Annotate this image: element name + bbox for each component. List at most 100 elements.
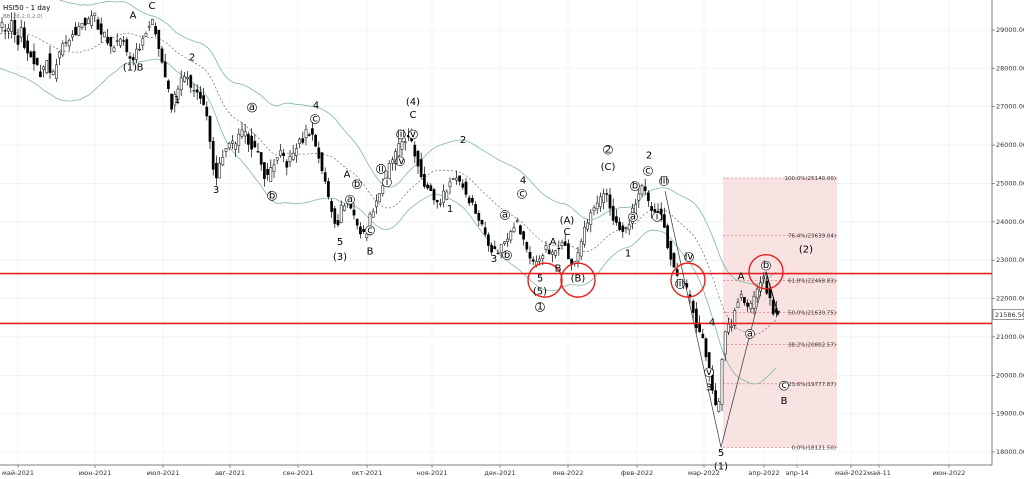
- candle: [701, 328, 705, 339]
- candle-body: [234, 143, 237, 150]
- candle: [317, 141, 321, 164]
- candle-body: [733, 310, 737, 326]
- candle: [592, 205, 596, 216]
- candle-body: [528, 252, 532, 259]
- wave-label: i: [386, 177, 389, 188]
- candle-body: [74, 26, 77, 36]
- candle-body: [186, 76, 189, 79]
- candle: [378, 193, 381, 203]
- wave-label: (B): [571, 273, 586, 284]
- candle: [439, 198, 442, 208]
- candle-body: [10, 20, 13, 32]
- candle-body: [215, 162, 218, 179]
- candle: [509, 229, 513, 244]
- candle: [80, 22, 84, 30]
- wave-label-circle: [345, 194, 355, 205]
- x-tick-label: май-2022: [835, 469, 867, 477]
- candle: [211, 136, 215, 176]
- wave-label: a: [630, 211, 636, 222]
- candle: [666, 223, 669, 250]
- candle-body: [477, 213, 481, 221]
- wave-label-circle: [396, 129, 406, 140]
- y-tick-label: 20000.00: [996, 371, 1024, 379]
- candle: [330, 198, 333, 218]
- y-tick-label: 26000.00: [996, 141, 1024, 149]
- wave-label: (4): [406, 97, 420, 108]
- candle: [599, 192, 602, 212]
- candle-body: [128, 56, 132, 59]
- candle-body: [547, 249, 551, 255]
- candle-body: [202, 95, 205, 105]
- candle-body: [387, 163, 391, 180]
- candle-body: [90, 15, 93, 26]
- candle-body: [413, 144, 417, 157]
- candle-body: [397, 143, 401, 157]
- candle-body: [323, 172, 327, 182]
- candle-body: [717, 401, 721, 412]
- wave-label: C: [564, 227, 571, 238]
- candle-body: [400, 141, 404, 150]
- candle-body: [352, 209, 356, 216]
- wave-label-circle: [684, 252, 694, 262]
- candle: [106, 28, 109, 46]
- candle-body: [544, 245, 548, 250]
- candle-body: [51, 70, 55, 75]
- candle: [624, 226, 628, 234]
- candle-body: [458, 175, 461, 182]
- candle-body: [45, 60, 49, 74]
- candle-body: [579, 240, 583, 257]
- candle-body: [192, 90, 196, 92]
- candle-body: [240, 129, 244, 137]
- candle-body: [615, 216, 618, 223]
- candle: [736, 298, 740, 308]
- candles: [0, 10, 778, 413]
- candle: [173, 90, 177, 113]
- wave-label-circle: [630, 181, 640, 192]
- candle-body: [586, 222, 589, 230]
- candle: [7, 23, 10, 39]
- candle-body: [42, 66, 45, 70]
- candle-body: [282, 152, 285, 156]
- candle-body: [256, 151, 260, 153]
- candle: [19, 19, 23, 43]
- candle: [183, 72, 186, 83]
- candle-body: [701, 333, 705, 339]
- candle-body: [739, 294, 743, 298]
- wave-label: 2: [460, 135, 466, 146]
- candle: [471, 195, 474, 206]
- y-tick-label: 18000.00: [996, 448, 1024, 456]
- candle: [0, 17, 4, 33]
- candle: [240, 122, 244, 139]
- candle-body: [157, 29, 161, 49]
- candle: [442, 184, 445, 208]
- x-tick-label: авг-2021: [215, 469, 245, 477]
- candle-body: [672, 253, 676, 268]
- candle-body: [743, 297, 746, 304]
- candle: [16, 28, 20, 51]
- candle: [224, 148, 228, 158]
- candle-body: [509, 231, 513, 241]
- candle: [301, 131, 305, 145]
- candle-body: [554, 250, 557, 256]
- candle-body: [624, 227, 628, 230]
- candle-body: [144, 32, 148, 37]
- candle: [343, 203, 346, 212]
- candle-body: [237, 133, 241, 146]
- candle-body: [183, 76, 186, 82]
- fib-level-label: 61.8%(22468.83): [788, 279, 836, 285]
- candle: [112, 45, 116, 53]
- fib-level-label: 38.2%(20802.57): [788, 342, 836, 348]
- candle: [672, 251, 676, 268]
- candle-body: [599, 196, 602, 208]
- candle: [448, 177, 452, 195]
- candle-body: [208, 116, 212, 142]
- candle-body: [96, 19, 100, 30]
- wave-label: b: [354, 179, 360, 190]
- candle: [189, 74, 193, 93]
- fib-level-label: 23.6%(19777.87): [788, 382, 836, 388]
- candle: [723, 330, 727, 362]
- candle: [141, 34, 145, 51]
- candle: [298, 137, 301, 149]
- fib-level-label: 76.4%(23639.04): [788, 234, 836, 240]
- candle: [474, 201, 477, 214]
